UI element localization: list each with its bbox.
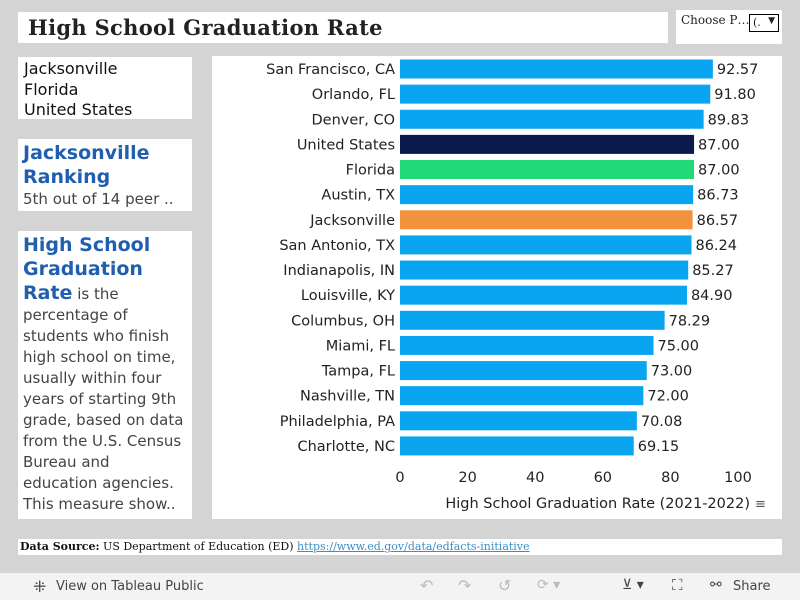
revert-icon[interactable]: ↺ [498, 576, 512, 595]
category-label: Tampa, FL [321, 364, 395, 380]
description-text: is the percentage of students who finish… [23, 285, 184, 513]
bar[interactable] [400, 310, 665, 330]
share-button[interactable]: Share [733, 579, 771, 594]
x-tick-label: 60 [594, 470, 612, 486]
bar[interactable] [400, 235, 692, 255]
category-label: Philadelphia, PA [280, 414, 395, 430]
bar[interactable] [400, 411, 637, 431]
location-city: Jacksonville [24, 59, 118, 78]
category-label: Miami, FL [326, 338, 395, 354]
category-label: Charlotte, NC [297, 439, 395, 455]
bar[interactable] [400, 285, 687, 305]
category-label: Jacksonville [309, 213, 395, 229]
undo-icon[interactable]: ↶ [420, 576, 434, 595]
category-label: Columbus, OH [291, 313, 395, 329]
value-label: 78.29 [669, 313, 711, 329]
dashboard-title: High School Graduation Rate [18, 12, 668, 43]
category-label: Denver, CO [312, 112, 396, 128]
x-axis-title: High School Graduation Rate (2021-2022) [445, 496, 750, 512]
chart-svg: San Francisco, CA 92.57 Orlando, FL 91.80 De… [266, 59, 766, 512]
category-label: Austin, TX [321, 188, 395, 204]
description-heading: High School Graduation Rate [23, 234, 151, 304]
x-tick-label: 0 [395, 470, 404, 486]
category-label: Louisville, KY [301, 288, 395, 304]
category-label: San Francisco, CA [266, 62, 395, 78]
value-label: 84.90 [691, 288, 733, 304]
bar[interactable] [400, 436, 634, 456]
bar-chart: San Francisco, CA 92.57 Orlando, FL 91.80 De… [212, 56, 782, 519]
location-list: Jacksonville Florida United States [18, 57, 192, 119]
value-label: 69.15 [638, 439, 680, 455]
location-country: United States [24, 100, 133, 119]
value-label: 87.00 [698, 163, 740, 179]
value-label: 86.57 [697, 213, 739, 229]
bar[interactable] [400, 210, 693, 230]
category-label: United States [297, 137, 395, 153]
category-label: Indianapolis, IN [283, 263, 395, 279]
bar[interactable] [400, 59, 713, 79]
bar[interactable] [400, 84, 711, 104]
value-label: 91.80 [714, 87, 756, 103]
dropdown-arrow-icon: ▼ [768, 16, 775, 26]
value-label: 70.08 [641, 414, 683, 430]
redo-icon[interactable]: ↷ [458, 576, 472, 595]
value-label: 75.00 [658, 338, 700, 354]
bar[interactable] [400, 361, 647, 381]
parameter-value: (. [753, 16, 761, 29]
bar[interactable] [400, 160, 695, 180]
ranking-panel: Jacksonville Ranking 5th out of 14 peer … [18, 139, 192, 211]
value-label: 86.73 [697, 188, 739, 204]
x-tick-label: 100 [724, 470, 752, 486]
parameter-control: Choose P… (. ▼ [676, 10, 782, 44]
value-label: 87.00 [698, 137, 740, 153]
source-label: Data Source: [20, 540, 100, 553]
source-text: US Department of Education (ED) [103, 540, 294, 553]
x-tick-label: 40 [526, 470, 544, 486]
bar[interactable] [400, 335, 654, 355]
source-link[interactable]: https://www.ed.gov/data/edfacts-initiati… [297, 540, 530, 553]
value-label: 92.57 [717, 62, 759, 78]
view-on-tableau-button[interactable]: View on Tableau Public [56, 579, 204, 594]
ranking-heading: Jacksonville Ranking [23, 142, 150, 188]
x-tick-label: 20 [458, 470, 476, 486]
parameter-dropdown[interactable]: (. ▼ [749, 14, 779, 32]
category-label: Nashville, TN [300, 389, 395, 405]
bar[interactable] [400, 260, 689, 280]
value-label: 72.00 [647, 389, 689, 405]
bar[interactable] [400, 134, 695, 154]
ranking-text: 5th out of 14 peer .. [23, 190, 174, 208]
download-icon[interactable]: ⊻ ▾ [622, 577, 644, 593]
value-label: 73.00 [651, 364, 693, 380]
refresh-icon[interactable]: ⟳ ▾ [537, 577, 561, 593]
category-label: Florida [346, 163, 395, 179]
value-label: 85.27 [692, 263, 734, 279]
fullscreen-icon[interactable]: ⛶ [672, 576, 683, 594]
description-panel: High School Graduation Rate is the perce… [18, 231, 192, 519]
sort-icon[interactable]: ≡ [755, 497, 766, 512]
value-label: 86.24 [695, 238, 737, 254]
value-label: 89.83 [708, 112, 750, 128]
category-label: San Antonio, TX [279, 238, 395, 254]
location-state: Florida [24, 79, 79, 99]
bar[interactable] [400, 185, 694, 205]
parameter-label: Choose P… [681, 13, 750, 27]
tableau-icon: ⁜ [33, 577, 47, 596]
bar[interactable] [400, 109, 704, 129]
data-source: Data Source: US Department of Education … [18, 539, 782, 555]
category-label: Orlando, FL [312, 87, 395, 103]
tableau-toolbar: ⁜ View on Tableau Public ↶ ↷ ↺ ⟳ ▾ ⊻ ▾ ⛶… [0, 573, 800, 600]
share-icon: ⚯ [710, 577, 722, 593]
x-tick-label: 80 [661, 470, 679, 486]
bar[interactable] [400, 386, 644, 406]
